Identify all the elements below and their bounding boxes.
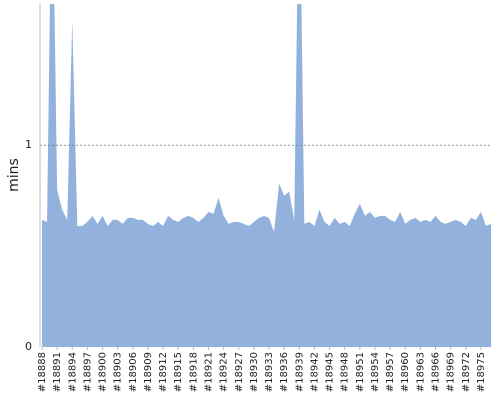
x-tick-label: #18888 <box>37 352 48 392</box>
x-tick-label: #18942 <box>309 352 320 392</box>
y-tick-label: 0 <box>25 340 32 353</box>
y-axis-label: mins <box>6 158 22 192</box>
x-tick-label: #18918 <box>188 352 199 392</box>
x-tick-label: #18969 <box>446 352 457 392</box>
x-tick-label: #18936 <box>279 352 290 392</box>
x-tick-label: #18924 <box>219 352 230 392</box>
x-tick-label: #18927 <box>234 352 245 392</box>
x-tick-label: #18903 <box>113 352 124 392</box>
x-tick-label: #18891 <box>52 352 63 392</box>
x-tick-label: #18972 <box>461 352 472 392</box>
x-tick-label: #18945 <box>325 352 336 392</box>
x-tick-label: #18897 <box>82 352 93 392</box>
x-tick-label: #18933 <box>264 352 275 392</box>
x-tick-label: #18963 <box>415 352 426 392</box>
x-tick-label: #18921 <box>203 352 214 392</box>
x-tick-label: #18960 <box>400 352 411 392</box>
area <box>42 4 491 347</box>
x-tick-label: #18930 <box>249 352 260 392</box>
x-tick-label: #18966 <box>431 352 442 392</box>
x-tick-label: #18957 <box>385 352 396 392</box>
x-tick-label: #18900 <box>98 352 109 392</box>
y-tick-label: 1 <box>25 138 32 151</box>
x-tick-label: #18912 <box>158 352 169 392</box>
x-tick-label: #18975 <box>476 352 487 392</box>
x-tick-label: #18915 <box>173 352 184 392</box>
x-tick-label: #18894 <box>67 352 78 392</box>
x-tick-label: #18954 <box>370 352 381 392</box>
x-tick-label: #18909 <box>143 352 154 392</box>
x-tick-label: #18906 <box>128 352 139 392</box>
x-tick-label: #18948 <box>340 352 351 392</box>
x-tick-label: #18939 <box>294 352 305 392</box>
x-tick-label: #18951 <box>355 352 366 392</box>
